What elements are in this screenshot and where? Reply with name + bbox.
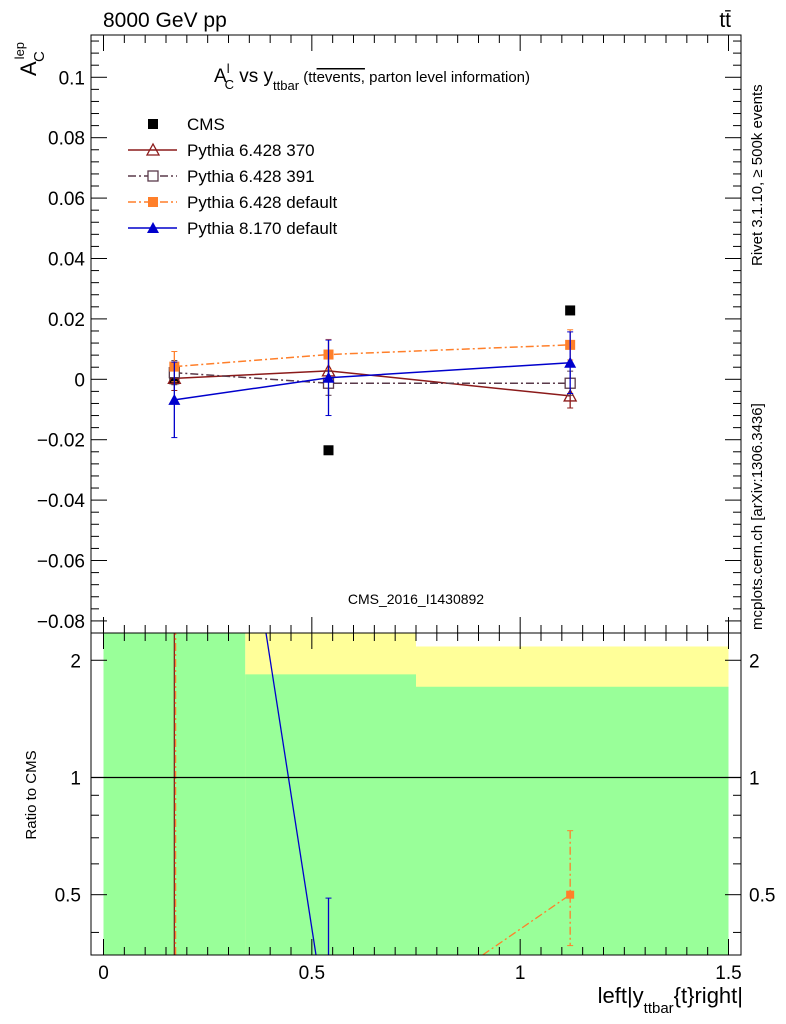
y-tick-label: −0.08 [37,612,85,633]
y-tick-label: 0 [74,370,85,391]
ratio-y-tick-label: 2 [70,651,81,672]
series-line [174,361,571,401]
marker-square [565,305,576,316]
series-0 [169,305,576,456]
ratio-series [173,632,575,956]
y-tick-label: 0.02 [48,310,85,331]
y-tick-label: 0.1 [59,68,85,89]
y-tick-label: −0.02 [37,431,85,452]
legend-label: Pythia 6.428 default [187,193,338,212]
x-tick-label: 0 [98,963,109,984]
ratio-y-tick-label: 1 [70,768,81,789]
main-series [167,305,578,456]
x-tick-label: 1 [515,963,526,984]
legend-entry-0: CMS [148,115,225,134]
y-tick-label: −0.04 [37,491,86,512]
marker-square [148,197,158,207]
ratio-y-tick-label: 0.5 [55,886,81,907]
analysis-watermark: CMS_2016_I1430892 [348,591,484,607]
series-line [174,371,571,384]
ratio-y-label: Ratio to CMS [23,750,40,839]
ratio-line [482,894,571,956]
mcplots-label: mcplots.cern.ch [arXiv:1306.3436] [749,403,766,630]
legend-label: Pythia 6.428 391 [187,167,315,186]
series-line [174,344,571,368]
ratio-y-tick-label-right: 1 [749,768,760,789]
ratio-y-tick-label-right: 0.5 [749,886,775,907]
header-left: 8000 GeV pp [103,9,227,32]
marker-square-open [147,170,159,182]
series-3 [169,329,576,383]
main-axes: 0.1 0.08 0.06 0.04 0.02 0 −0.02 −0.04 −0.06 −0.08 [37,34,742,634]
legend-label: Pythia 8.170 default [187,219,338,238]
ratio-axes: 0.5 0.5 1 1 2 2 0 0.5 1 1.5 [55,632,775,984]
marker-square [148,119,158,129]
marker-triangle-open [145,142,161,156]
x-tick-label: 1.5 [715,963,741,984]
chart-title: Al C vs yttbar (ttevents, parton level in… [214,61,530,93]
y-tick-label: 0.08 [48,129,85,150]
marker-triangle [564,356,577,368]
legend-entry-4: Pythia 8.170 default [128,219,338,238]
marker-triangle [147,222,159,233]
legend-label: CMS [187,115,225,134]
legend-entry-1: Pythia 6.428 370 [128,141,315,160]
ratio-bands [103,633,729,955]
rivet-label: Rivet 3.1.10, ≥ 500k events [749,84,766,266]
legend-label: Pythia 6.428 370 [187,141,315,160]
y-tick-label: −0.06 [37,552,85,573]
y-tick-label: 0.06 [48,189,85,210]
ratio-y-tick-label-right: 2 [749,651,760,672]
series-4 [168,331,577,439]
header-right: tt̄ [719,9,731,32]
marker-square [323,445,334,456]
legend: CMS Pythia 6.428 370 Pythia 6.428 391 Pythi… [128,115,338,238]
legend-entry-3: Pythia 6.428 default [128,193,338,212]
y-tick-label: 0.04 [48,249,85,270]
marker-triangle [168,393,181,405]
marker-triangle [322,371,335,383]
marker-square [566,890,575,899]
x-axis-label: left|yttbar{t}right| [598,983,743,1017]
ratio-band-inner-2 [416,686,729,955]
x-tick-label: 0.5 [299,963,325,984]
legend-entry-2: Pythia 6.428 391 [128,167,315,186]
ratio-band-inner-1 [245,674,416,955]
y-axis-label: Alep C [12,42,48,76]
ratio-line [265,632,317,956]
